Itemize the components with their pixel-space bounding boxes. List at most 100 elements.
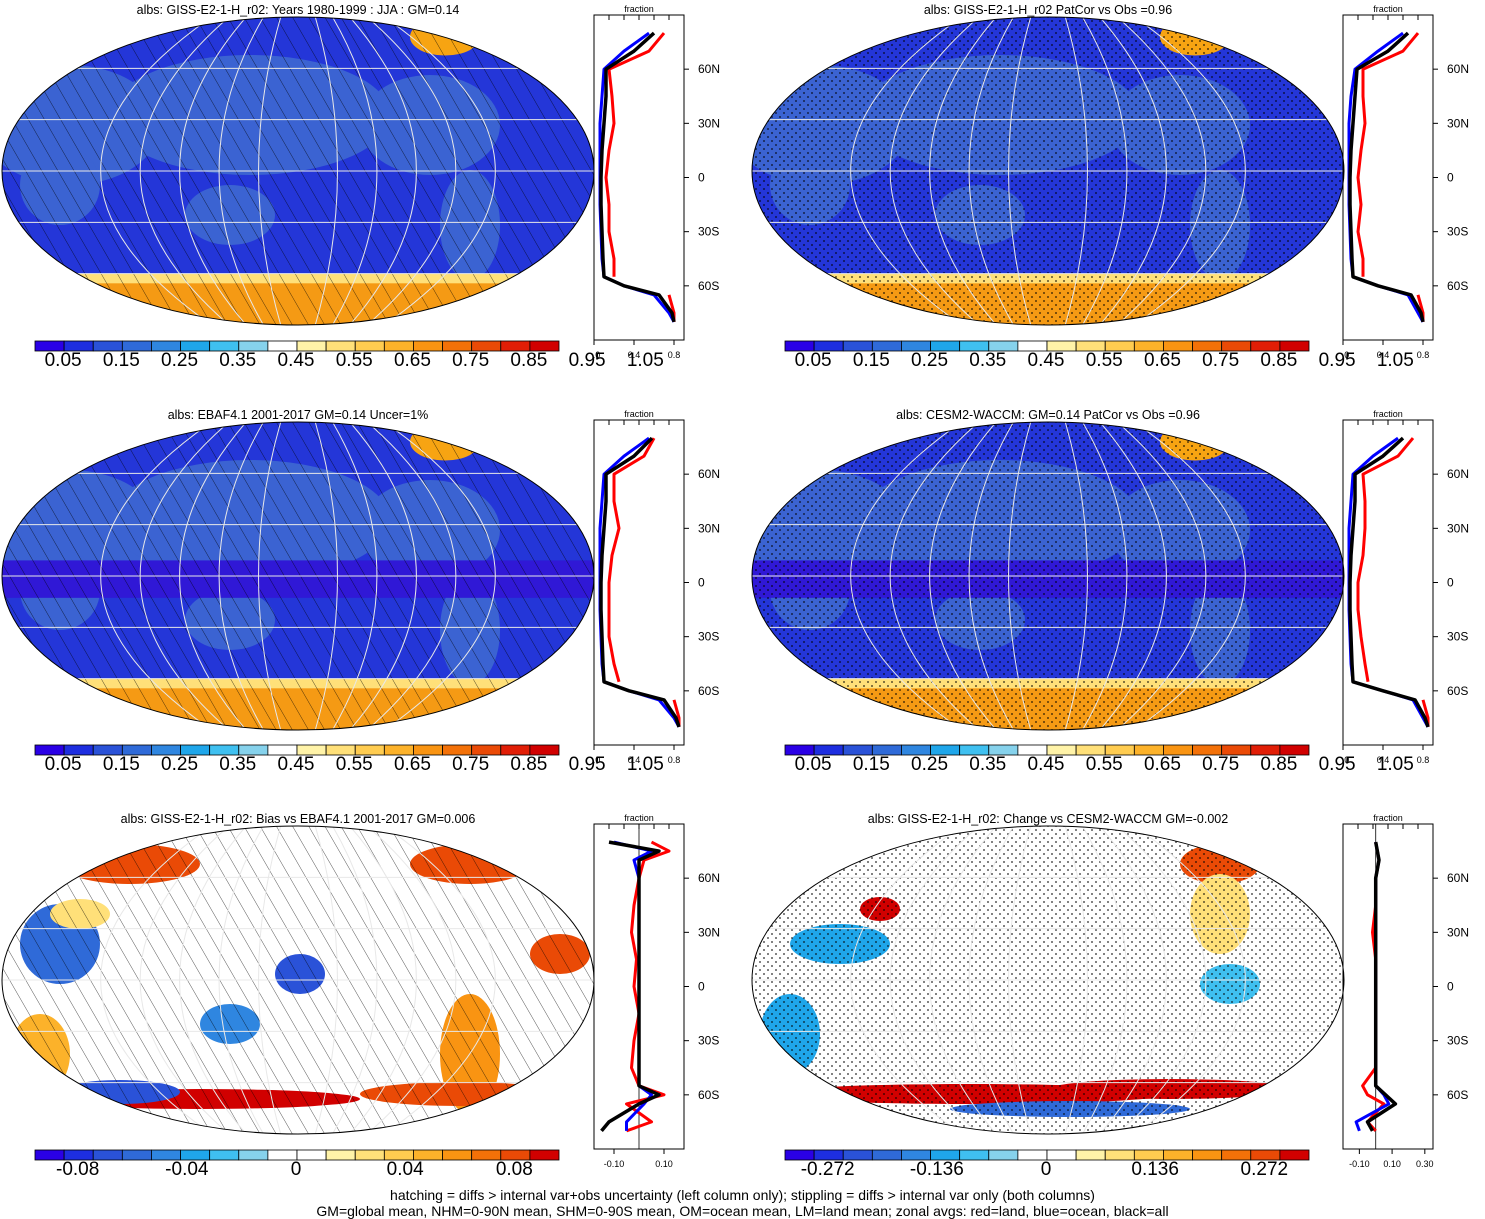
colorbar-swatch — [296, 1149, 327, 1161]
meridian-line — [139, 826, 230, 1134]
colorbar-tick-label: 0.55 — [1085, 350, 1123, 371]
meridian-line — [258, 826, 282, 1134]
meridian-line — [929, 17, 997, 325]
latitude-tick-label: 0 — [698, 980, 705, 994]
profile-top-label: fraction — [1373, 813, 1403, 823]
colorbar-swatch — [529, 1149, 560, 1161]
profile-x-tick-label: 0.4 — [628, 755, 641, 765]
map-plot — [1, 16, 595, 326]
colorbar-swatch — [529, 744, 560, 756]
zonal-profile-plot: fraction 60N 30N 0 30S 60S 0.0 0.4 0.8 — [593, 409, 720, 765]
latitude-tick-label: 30N — [1447, 116, 1469, 130]
profile-x-tick-label: 0.0 — [593, 350, 600, 360]
colorbar-tick-label: 0.25 — [161, 350, 199, 371]
colorbar-tick-label: -0.04 — [165, 1159, 209, 1180]
map-plot — [751, 16, 1345, 326]
profile-top-label: fraction — [624, 409, 654, 419]
profile-x-tick-label: 0.8 — [1417, 755, 1430, 765]
meridian-line — [258, 422, 282, 730]
profile-x-tick-label: 0.8 — [668, 350, 681, 360]
map-plot — [751, 825, 1345, 1135]
colorbar-tick-label: 0.08 — [495, 1159, 533, 1180]
colorbar-tick-label: 0.35 — [969, 350, 1007, 371]
colorbar-swatch — [121, 1149, 152, 1161]
footer-line-2: GM=global mean, NHM=0-90N mean, SHM=0-90… — [316, 1203, 1169, 1219]
profile-series-land — [607, 437, 681, 727]
profile-series-land — [604, 32, 676, 322]
colorbar-tick-label: 0.95 — [1318, 350, 1356, 371]
colorbar-tick-label: 0.75 — [452, 754, 490, 775]
profile-top-label: fraction — [1373, 4, 1403, 14]
profile-series-ocean — [1354, 841, 1391, 1132]
colorbar-swatch — [1192, 1149, 1223, 1161]
colorbar-swatch — [1279, 1149, 1310, 1161]
colorbar-tick-label: -0.136 — [909, 1159, 964, 1180]
meridian-line — [1082, 422, 1128, 730]
meridian-line — [218, 17, 264, 325]
colorbar-tick-label: 0.75 — [452, 350, 490, 371]
latitude-tick-label: 60S — [698, 279, 719, 293]
colorbar — [34, 340, 560, 352]
profile-series-land — [1356, 32, 1425, 322]
meridian-line — [366, 17, 457, 325]
colorbar-tick-label: 0.35 — [969, 754, 1007, 775]
profile-x-tick-label: 0.8 — [668, 755, 681, 765]
colorbar-tick-label: 0.65 — [393, 754, 431, 775]
meridian-line — [889, 422, 980, 730]
meridian-line — [889, 17, 980, 325]
profile-x-tick-label: 0.4 — [628, 350, 641, 360]
meridian-line — [968, 826, 1014, 1134]
colorbar — [784, 340, 1310, 352]
colorbar-tick-label: 0.136 — [1131, 1159, 1179, 1180]
panel-title: albs: CESM2-WACCM: GM=0.14 PatCor vs Obs… — [896, 408, 1200, 422]
map-border — [751, 825, 1345, 1135]
colorbar-tick-label: 0.25 — [161, 754, 199, 775]
meridian-line — [1008, 826, 1032, 1134]
latitude-tick-label: 60S — [1447, 684, 1468, 698]
meridian-line — [968, 17, 1014, 325]
profile-series-land — [1361, 841, 1386, 1132]
colorbar-tick-label: 0.272 — [1240, 1159, 1289, 1180]
meridian-line — [850, 422, 962, 730]
latitude-tick-label: 30S — [1447, 225, 1468, 239]
map-plot — [1, 421, 595, 731]
colorbar-swatch — [1046, 1149, 1077, 1161]
profile-series-land — [1356, 437, 1430, 727]
latitude-tick-label: 60N — [1447, 467, 1469, 481]
colorbar-tick-label: 0.25 — [911, 754, 949, 775]
meridian-line — [349, 422, 417, 730]
meridian-line — [1099, 422, 1167, 730]
colorbar — [34, 1149, 560, 1161]
meridian-line — [332, 422, 378, 730]
profile-x-tick-label: 0.4 — [1377, 755, 1390, 765]
meridian-line — [100, 17, 212, 325]
profile-series-land — [625, 840, 671, 1133]
meridian-line — [929, 422, 997, 730]
colorbar-tick-label: 0.04 — [386, 1159, 424, 1180]
meridian-line — [349, 826, 417, 1134]
latitude-tick-label: 0 — [1447, 980, 1454, 994]
colorbar-tick-label: 0.05 — [44, 350, 82, 371]
colorbar — [34, 744, 560, 756]
panel-title: albs: GISS-E2-1-H_r02: Bias vs EBAF4.1 2… — [120, 812, 476, 826]
meridian-line — [332, 17, 378, 325]
colorbar-tick-label: 1.05 — [1376, 350, 1414, 371]
profile-series-all — [599, 31, 676, 323]
colorbar-tick-label: 0.65 — [1143, 350, 1181, 371]
colorbar-tick-label: 1.05 — [626, 350, 664, 371]
meridian-line — [139, 422, 230, 730]
panel-title: albs: GISS-E2-1-H_r02: Years 1980-1999 :… — [136, 3, 460, 17]
colorbar-swatch — [1104, 1149, 1135, 1161]
zonal-profile-plot: fraction 60N 30N 0 30S 60S -0.10 0.10 0.30 — [1342, 813, 1469, 1169]
latitude-tick-label: 60N — [1447, 62, 1469, 76]
meridian-line — [384, 17, 496, 325]
meridian-line — [850, 826, 962, 1134]
colorbar-swatch — [238, 1149, 269, 1161]
colorbar-tick-label: 0.35 — [219, 754, 257, 775]
meridian-line — [850, 17, 962, 325]
colorbar-tick-label: 0.45 — [1027, 350, 1065, 371]
colorbar-tick-label: 0.15 — [102, 754, 140, 775]
colorbar-tick-label: 0.65 — [1143, 754, 1181, 775]
meridian-line — [1082, 17, 1128, 325]
colorbar-swatch — [442, 1149, 473, 1161]
